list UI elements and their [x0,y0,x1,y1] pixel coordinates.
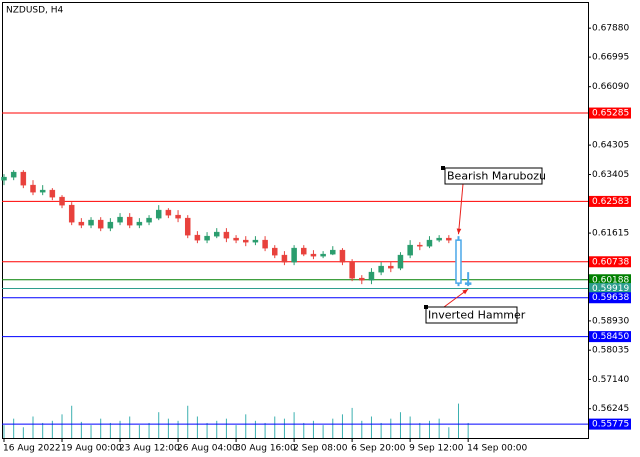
annotation-anchor [424,305,428,309]
candle-body [59,196,65,206]
level-label: 0.60738 [592,257,629,267]
candle-body [30,184,36,193]
candle-body [10,171,17,178]
candle-body [330,249,336,255]
y-tick-label: 0.58035 [592,346,629,356]
annotation-text: Bearish Marubozu [447,170,546,183]
candle-body [417,244,423,247]
candle-body [68,204,75,223]
candle-body [97,219,104,229]
candle-body [272,247,278,256]
candle-body [446,237,452,241]
candle-body [233,237,239,241]
x-tick-label: 16 Aug 2022 [3,444,61,454]
x-tick-label: 26 Aug 04:00 [177,444,238,454]
level-label-box [589,256,631,268]
candle-body [368,271,375,281]
level-label-box [589,331,631,343]
candle-body [39,189,46,193]
y-tick-label: 0.58930 [592,316,629,326]
candle-body [204,235,210,241]
annotation-box [444,167,543,185]
candle-body [359,277,365,281]
candle-body [146,217,152,223]
level-label: 0.58450 [592,332,629,342]
x-tick-label: 6 Sep 20:00 [351,444,406,454]
candle-body [378,265,384,273]
annotation-arrowhead [462,289,469,295]
candle-body [252,239,259,243]
x-tick-label: 23 Aug 12:00 [119,444,180,454]
candle-body [349,261,355,279]
y-tick-label: 0.64305 [592,141,629,151]
candle-body [20,171,27,186]
level-label-box [589,274,631,286]
level-label-box [589,292,631,304]
level-label-box [589,107,631,119]
level-label-box [589,195,631,207]
level-label: 0.62583 [592,197,629,207]
level-label: 0.59638 [592,293,629,303]
candle-body [426,239,433,247]
y-tick-label: 0.63405 [592,170,629,180]
candle-body [184,217,191,236]
candle-body [1,176,7,181]
y-tick-label: 0.66090 [592,82,629,92]
annotation-box [425,306,518,324]
candle-body [397,254,404,269]
candle-body [464,282,472,285]
level-label: 0.55775 [592,420,629,430]
level-label: 0.65285 [592,109,629,119]
candle-body [107,221,114,229]
candle-body [262,239,268,249]
level-label: 0.59919 [592,284,629,294]
candle-body [243,239,249,243]
annotation-anchor [441,166,445,170]
candle-body [320,253,326,257]
annotation-text: Inverted Hammer [428,309,526,322]
y-tick-label: 0.57140 [592,375,629,385]
candle-body [455,239,462,284]
candle-body [88,219,94,226]
level-label-box [589,283,631,295]
candle-body [407,244,413,256]
x-tick-label: 19 Aug 00:00 [61,444,122,454]
candle-body [126,216,133,226]
candle-body [291,247,297,263]
candle-body [213,231,220,237]
candle-body [301,247,307,255]
x-tick-label: 30 Aug 16:00 [235,444,296,454]
candle-body [281,254,288,263]
candle-body [339,249,346,263]
chart-title: NZDUSD, H4 [6,6,64,16]
level-label: 0.60188 [592,275,629,285]
y-tick-label: 0.56245 [592,404,629,414]
candle-body [155,209,162,219]
annotation-arrowhead [456,228,462,235]
candle-body [117,216,123,223]
candle-body [436,237,442,241]
annotation-arrow [457,183,464,235]
y-tick-label: 0.67880 [592,24,629,34]
candle-body [78,221,85,226]
candle-body [136,221,143,226]
candle-body [175,214,181,219]
level-label-box [589,418,631,430]
x-tick-label: 9 Sep 12:00 [409,444,464,454]
x-tick-label: 2 Sep 08:00 [293,444,348,454]
candle-body [388,265,394,269]
candle-body [310,253,317,257]
y-tick-label: 0.61615 [592,229,629,239]
candle-body [223,231,230,239]
candle-body [49,189,56,198]
candle-body [194,234,201,241]
y-tick-label: 0.66995 [592,53,629,63]
x-tick-label: 14 Sep 00:00 [467,444,527,454]
candle-body [165,209,172,216]
